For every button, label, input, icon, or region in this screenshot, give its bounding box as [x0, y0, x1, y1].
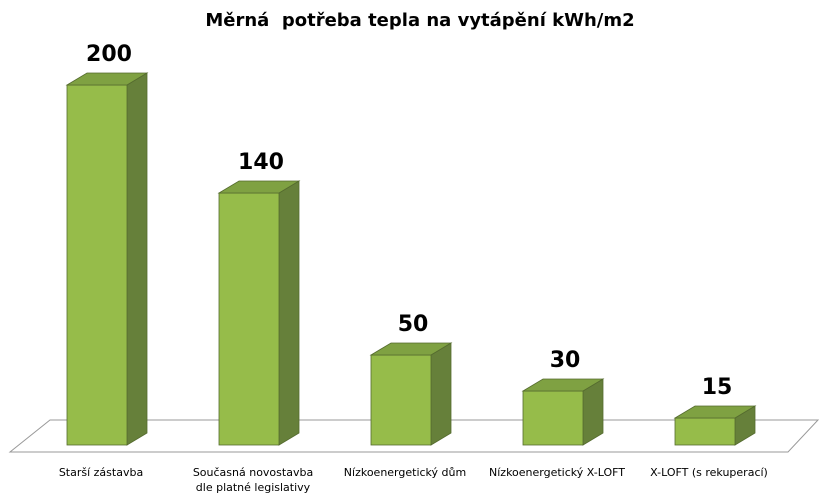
category-label-5: X-LOFT (s rekuperací) — [650, 466, 768, 479]
chart-title: Měrná potřeba tepla na vytápění kWh/m2 — [205, 10, 634, 31]
bars-layer — [65, 72, 757, 446]
category-label-2: Současná novostavba dle platné legislativ… — [193, 466, 313, 494]
value-label-3: 50 — [398, 312, 429, 337]
category-label-line: Současná novostavba — [193, 466, 313, 479]
category-label-line: X-LOFT (s rekuperací) — [650, 466, 768, 479]
category-label-4: Nízkoenergetický X-LOFT — [489, 466, 625, 479]
category-label-1: Starší zástavba — [59, 466, 143, 479]
bar-1 — [65, 72, 149, 446]
bar-4 — [521, 378, 605, 446]
category-labels-layer: Starší zástavba Současná novostavba dle pl… — [59, 466, 768, 494]
bar-side-face — [126, 72, 148, 446]
bar-front-face — [522, 390, 584, 446]
value-label-5: 15 — [702, 375, 733, 400]
bar-2 — [217, 180, 301, 446]
bar-front-face — [674, 417, 736, 446]
bar-front-face — [218, 192, 280, 446]
bar-front-face — [66, 84, 128, 446]
bar-front-face — [370, 354, 432, 446]
bar-top-face — [65, 72, 149, 86]
category-label-line: Starší zástavba — [59, 466, 143, 479]
bar-top-face — [369, 342, 453, 356]
bar-top-face — [521, 378, 605, 392]
value-label-1: 200 — [86, 42, 132, 67]
bar-5 — [673, 405, 757, 446]
value-label-2: 140 — [238, 150, 284, 175]
value-label-4: 30 — [550, 348, 581, 373]
category-label-3: Nízkoenergetický dům — [344, 466, 466, 479]
category-label-line: dle platné legislativy — [196, 481, 311, 494]
bar-3 — [369, 342, 453, 446]
category-label-line: Nízkoenergetický X-LOFT — [489, 466, 625, 479]
bar-top-face — [217, 180, 301, 194]
category-label-line: Nízkoenergetický dům — [344, 466, 466, 479]
value-labels-layer: 200 140 50 30 15 — [86, 42, 732, 400]
bar-top-face — [673, 405, 757, 419]
bar-side-face — [430, 342, 452, 446]
bar-side-face — [278, 180, 300, 446]
